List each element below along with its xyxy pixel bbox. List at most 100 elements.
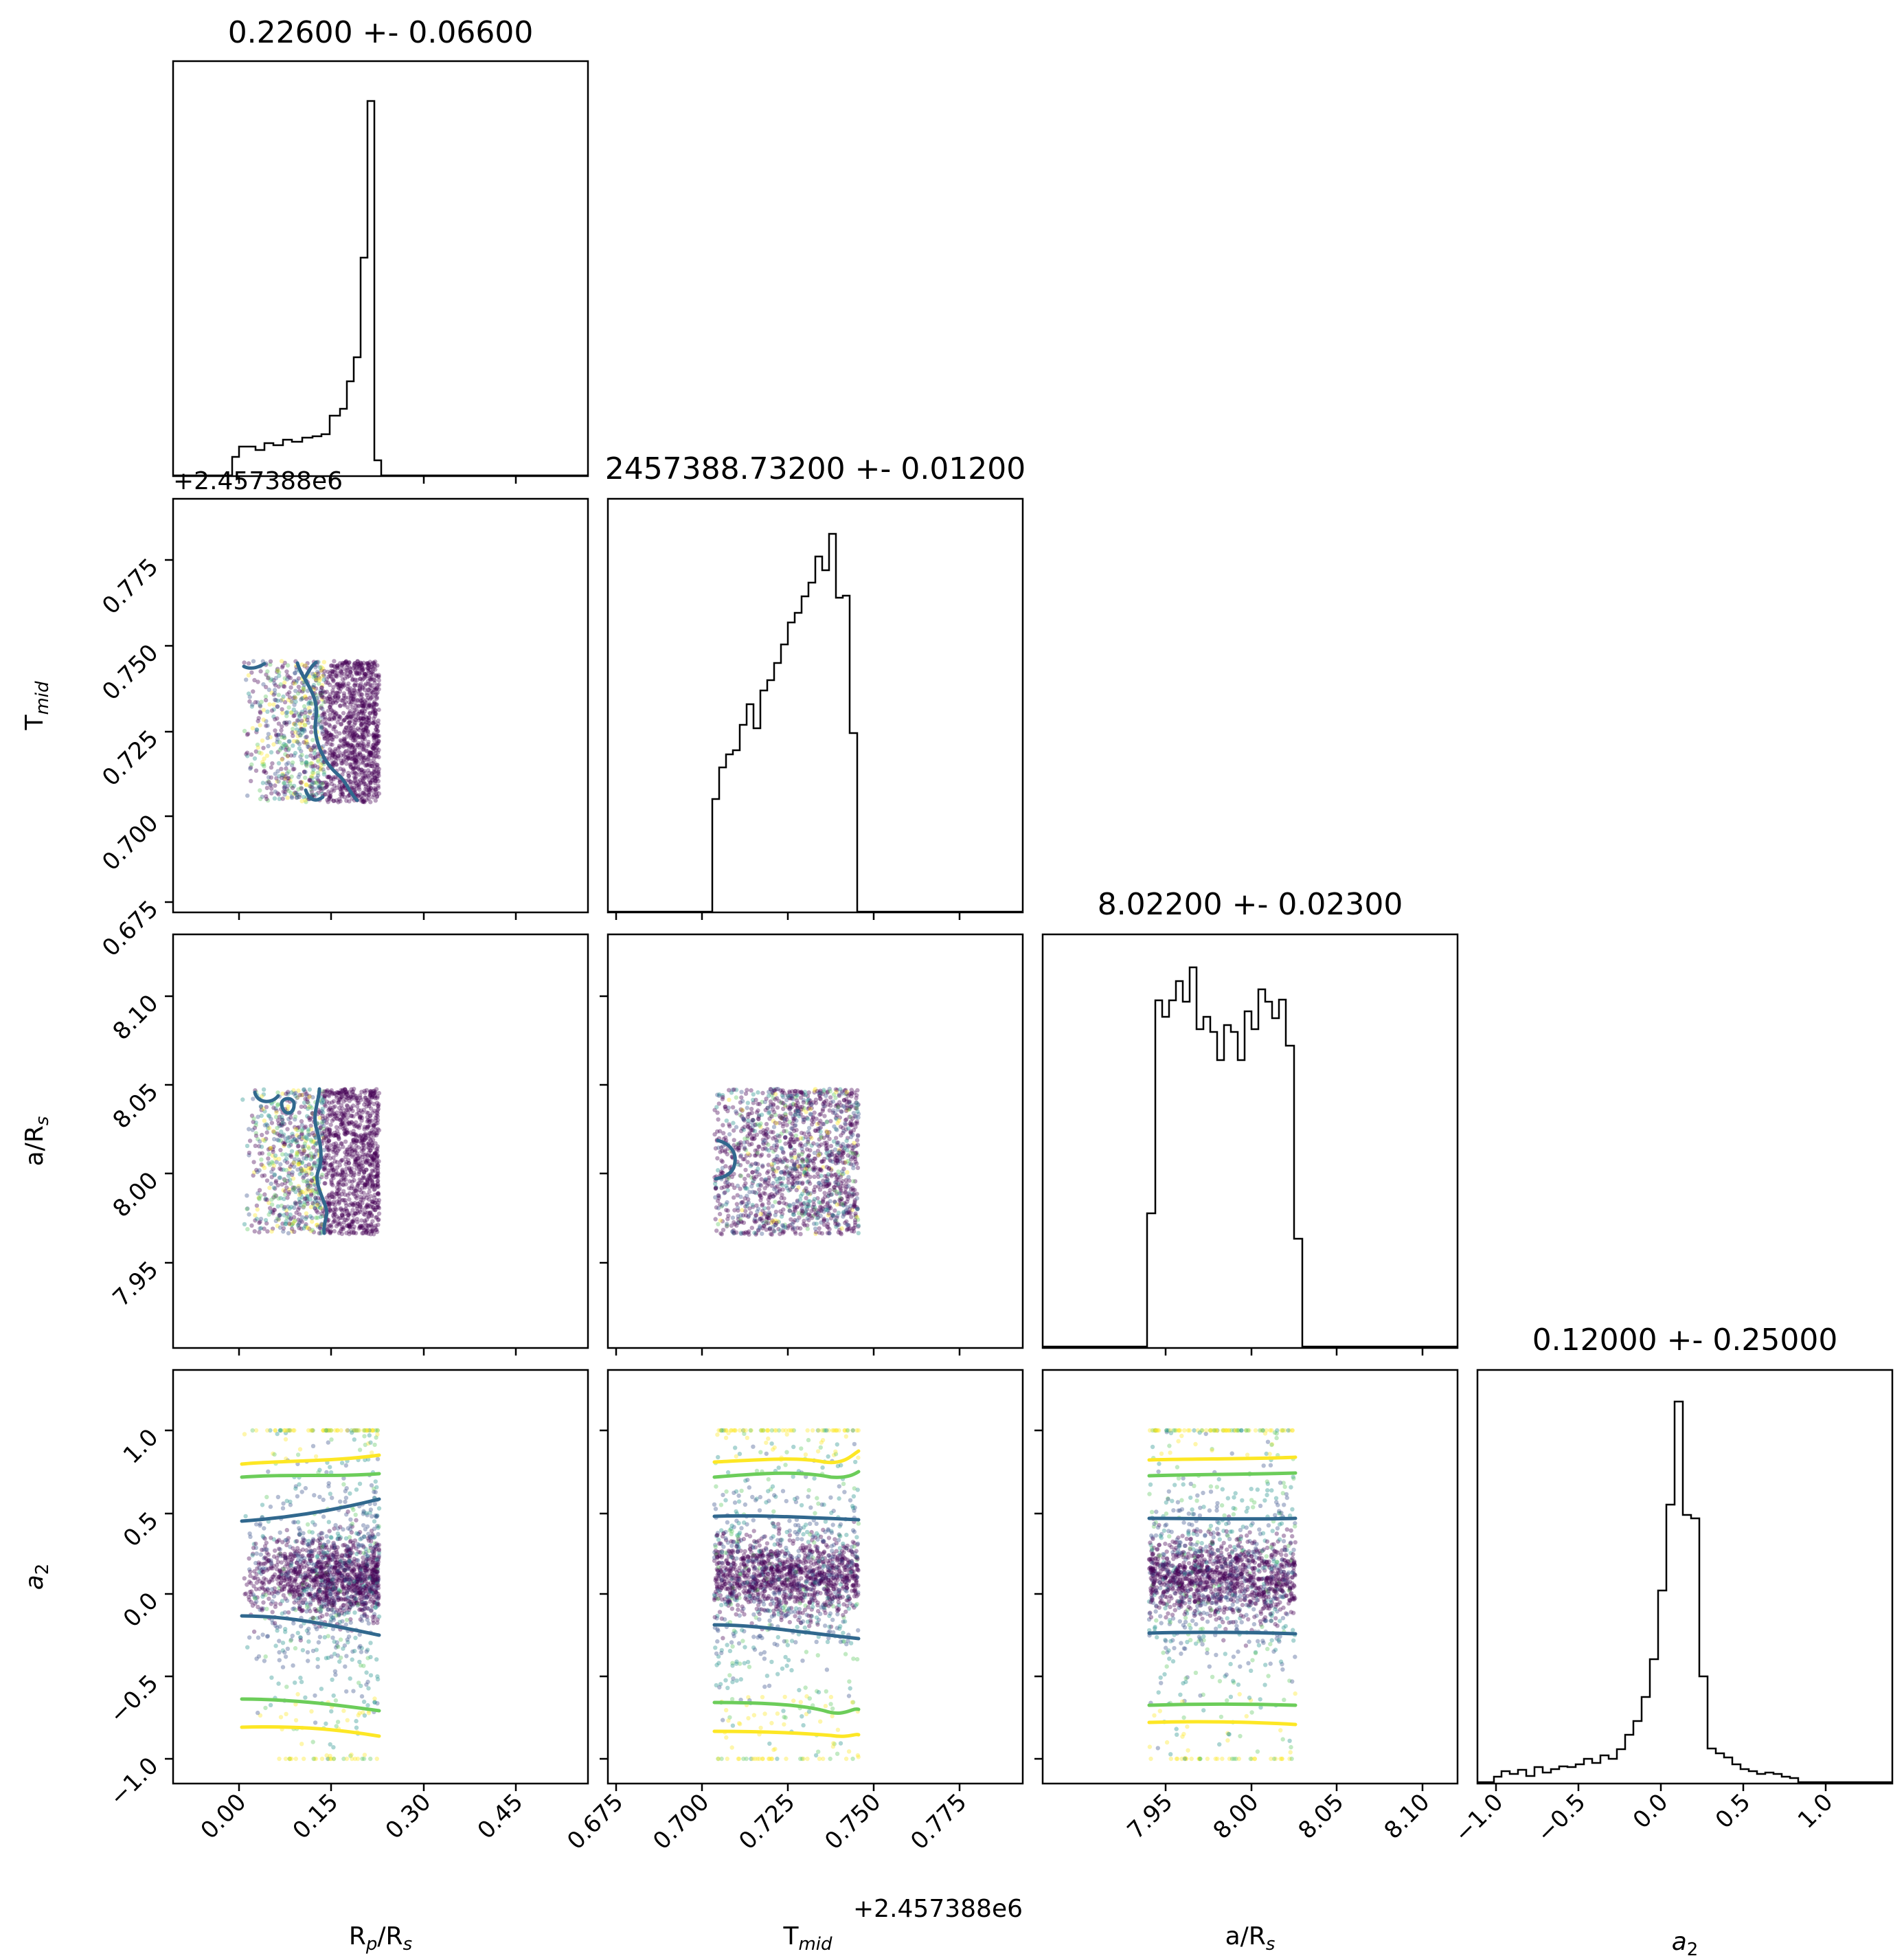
scatter-point bbox=[261, 682, 266, 687]
scatter-point bbox=[762, 1179, 768, 1184]
scatter-point bbox=[780, 1116, 785, 1121]
scatter-point bbox=[253, 1143, 258, 1149]
scatter-point bbox=[372, 664, 378, 668]
scatter-point bbox=[339, 673, 343, 678]
scatter-point bbox=[288, 1139, 294, 1145]
scatter-point bbox=[363, 683, 367, 688]
scatter-point bbox=[772, 1088, 778, 1093]
scatter-point bbox=[277, 1639, 282, 1643]
scatter-point bbox=[361, 1147, 366, 1153]
scatter-point bbox=[268, 1146, 273, 1151]
scatter-point bbox=[361, 1169, 366, 1174]
scatter-point bbox=[345, 1093, 350, 1099]
scatter-point bbox=[372, 770, 376, 775]
scatter-point bbox=[302, 1156, 306, 1161]
scatter-point bbox=[313, 673, 317, 678]
scatter-point bbox=[747, 1206, 752, 1211]
scatter-point bbox=[344, 1159, 349, 1165]
scatter-point bbox=[319, 706, 324, 710]
scatter-point bbox=[361, 676, 366, 681]
scatter-point bbox=[328, 663, 334, 668]
scatter-point bbox=[343, 1170, 348, 1175]
scatter-point bbox=[287, 1206, 292, 1211]
scatter-point bbox=[330, 1190, 335, 1195]
scatter-point bbox=[264, 1178, 270, 1183]
scatter-point bbox=[363, 775, 368, 780]
scatter-point bbox=[264, 1105, 269, 1110]
scatter-point bbox=[365, 1141, 370, 1147]
scatter-point bbox=[348, 669, 353, 675]
scatter-point bbox=[250, 726, 256, 731]
scatter-point bbox=[277, 747, 282, 753]
scatter-point bbox=[328, 733, 333, 738]
scatter-point bbox=[791, 1202, 796, 1206]
scatter-point bbox=[284, 771, 290, 776]
scatter-point bbox=[838, 1124, 843, 1129]
scatter-point bbox=[374, 794, 380, 799]
scatter-point bbox=[314, 678, 319, 683]
scatter-point bbox=[372, 699, 377, 704]
scatter-point bbox=[285, 754, 290, 759]
scatter-point bbox=[331, 776, 336, 782]
scatter-point bbox=[331, 761, 336, 766]
scatter-point bbox=[294, 678, 299, 683]
scatter-point bbox=[272, 697, 277, 702]
scatter-point bbox=[310, 1215, 315, 1221]
scatter-point bbox=[273, 783, 277, 788]
scatter-point bbox=[359, 1618, 365, 1623]
scatter-point bbox=[835, 1153, 839, 1158]
scatter-point bbox=[375, 750, 381, 755]
scatter-point bbox=[350, 1179, 354, 1184]
scatter-point bbox=[271, 1129, 276, 1134]
scatter-point bbox=[732, 1128, 736, 1133]
scatter-point bbox=[793, 1231, 798, 1236]
scatter-point bbox=[299, 786, 304, 791]
scatter-point bbox=[348, 764, 353, 769]
scatter-point bbox=[365, 749, 370, 754]
scatter-point bbox=[345, 684, 350, 688]
scatter-point bbox=[845, 1199, 850, 1204]
scatter-point bbox=[284, 1219, 288, 1224]
scatter-point bbox=[361, 1523, 366, 1528]
scatter-point bbox=[324, 1127, 329, 1132]
scatter-point bbox=[343, 1112, 348, 1117]
scatter-point bbox=[365, 687, 370, 692]
scatter-point bbox=[713, 1217, 718, 1222]
scatter-point bbox=[370, 763, 374, 769]
scatter-point bbox=[855, 1133, 861, 1138]
scatter-point bbox=[372, 738, 377, 743]
scatter-point bbox=[767, 1210, 772, 1215]
scatter-point bbox=[752, 1129, 758, 1134]
scatter-point bbox=[831, 1139, 837, 1144]
scatter-point bbox=[339, 1116, 344, 1121]
scatter-point bbox=[287, 690, 292, 695]
scatter-point bbox=[363, 792, 367, 797]
scatter-point bbox=[360, 761, 365, 765]
scatter-point bbox=[363, 720, 369, 725]
scatter-point bbox=[332, 709, 337, 715]
scatter-point bbox=[342, 717, 348, 722]
scatter-point bbox=[342, 660, 347, 665]
scatter-point bbox=[330, 782, 335, 787]
scatter-point bbox=[349, 729, 354, 734]
scatter-point bbox=[347, 1197, 352, 1202]
scatter-point bbox=[294, 1202, 299, 1206]
scatter-point bbox=[355, 1219, 360, 1224]
scatter-point bbox=[352, 785, 356, 790]
scatter-point bbox=[764, 1170, 770, 1176]
scatter-point bbox=[345, 714, 350, 719]
scatter-point bbox=[295, 1691, 300, 1697]
scatter-point bbox=[363, 725, 368, 730]
scatter-point bbox=[320, 731, 325, 737]
scatter-point bbox=[352, 1202, 356, 1207]
scatter-point bbox=[321, 699, 326, 705]
scatter-point bbox=[372, 745, 376, 750]
scatter-point bbox=[269, 690, 274, 695]
scatter-point bbox=[849, 1157, 854, 1162]
scatter-point bbox=[736, 1143, 741, 1147]
scatter-point bbox=[307, 778, 312, 783]
scatter-point bbox=[333, 712, 339, 717]
scatter-point bbox=[281, 789, 286, 794]
scatter-point bbox=[806, 1132, 812, 1136]
hist2-frame bbox=[607, 497, 1024, 914]
